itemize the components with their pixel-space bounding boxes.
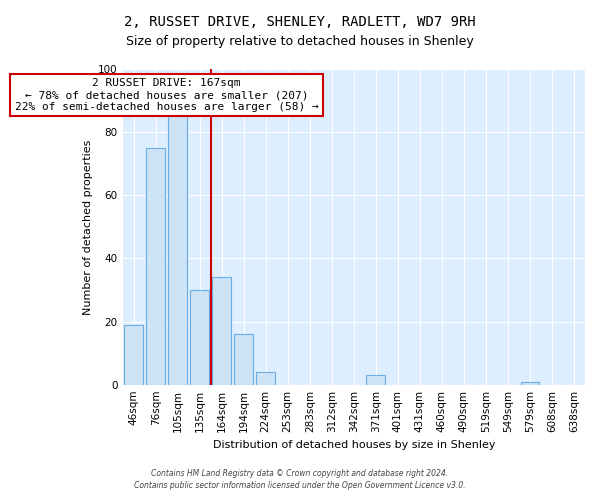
X-axis label: Distribution of detached houses by size in Shenley: Distribution of detached houses by size … [212, 440, 495, 450]
Bar [212, 278, 231, 384]
Bar [256, 372, 275, 384]
Bar [521, 382, 539, 384]
Bar [190, 290, 209, 384]
Text: 2 RUSSET DRIVE: 167sqm
← 78% of detached houses are smaller (207)
22% of semi-de: 2 RUSSET DRIVE: 167sqm ← 78% of detached… [15, 78, 319, 112]
Text: Contains HM Land Registry data © Crown copyright and database right 2024.
Contai: Contains HM Land Registry data © Crown c… [134, 468, 466, 490]
Bar [146, 148, 165, 384]
Text: Size of property relative to detached houses in Shenley: Size of property relative to detached ho… [126, 35, 474, 48]
Text: 2, RUSSET DRIVE, SHENLEY, RADLETT, WD7 9RH: 2, RUSSET DRIVE, SHENLEY, RADLETT, WD7 9… [124, 15, 476, 29]
Bar [124, 324, 143, 384]
Y-axis label: Number of detached properties: Number of detached properties [83, 139, 92, 314]
Bar [367, 375, 385, 384]
Bar [168, 116, 187, 384]
Bar [235, 334, 253, 384]
